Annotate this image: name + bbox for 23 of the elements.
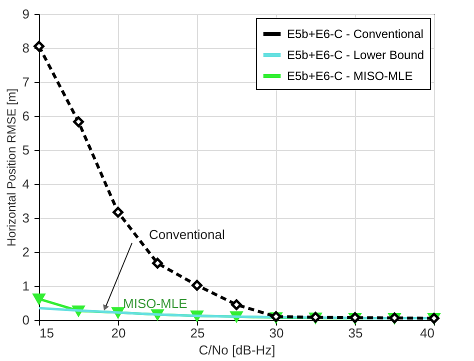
legend-label: E5b+E6-C - MISO-MLE [287,69,413,83]
x-tick-label: 15 [40,326,54,340]
y-tick-label: 8 [22,40,30,56]
legend-label: E5b+E6-C - Lower Bound [287,48,424,62]
y-tick-label: 3 [22,210,30,226]
y-tick-label: 0 [22,312,30,328]
y-tick-label: 9 [22,6,30,22]
annotation: Conventional [149,227,225,242]
annotation: MISO-MLE [123,296,188,311]
y-tick-label: 4 [22,176,30,192]
x-tick-label: 20 [111,326,126,340]
x-tick-label: 25 [190,326,205,340]
y-tick-label: 5 [22,142,30,158]
x-tick-label: 35 [348,326,363,340]
x-tick-label: 40 [420,326,434,340]
y-tick-label: 1 [22,278,30,294]
x-tick-label: 30 [269,326,284,340]
x-axis-title: C/No [dB-Hz] [198,342,276,358]
legend-label: E5b+E6-C - Conventional [287,27,424,41]
y-axis-title: Horizontal Position RMSE [m] [4,88,18,247]
y-tick-label: 2 [22,244,30,260]
y-tick-label: 6 [22,108,30,124]
y-tick-label: 7 [22,74,30,90]
